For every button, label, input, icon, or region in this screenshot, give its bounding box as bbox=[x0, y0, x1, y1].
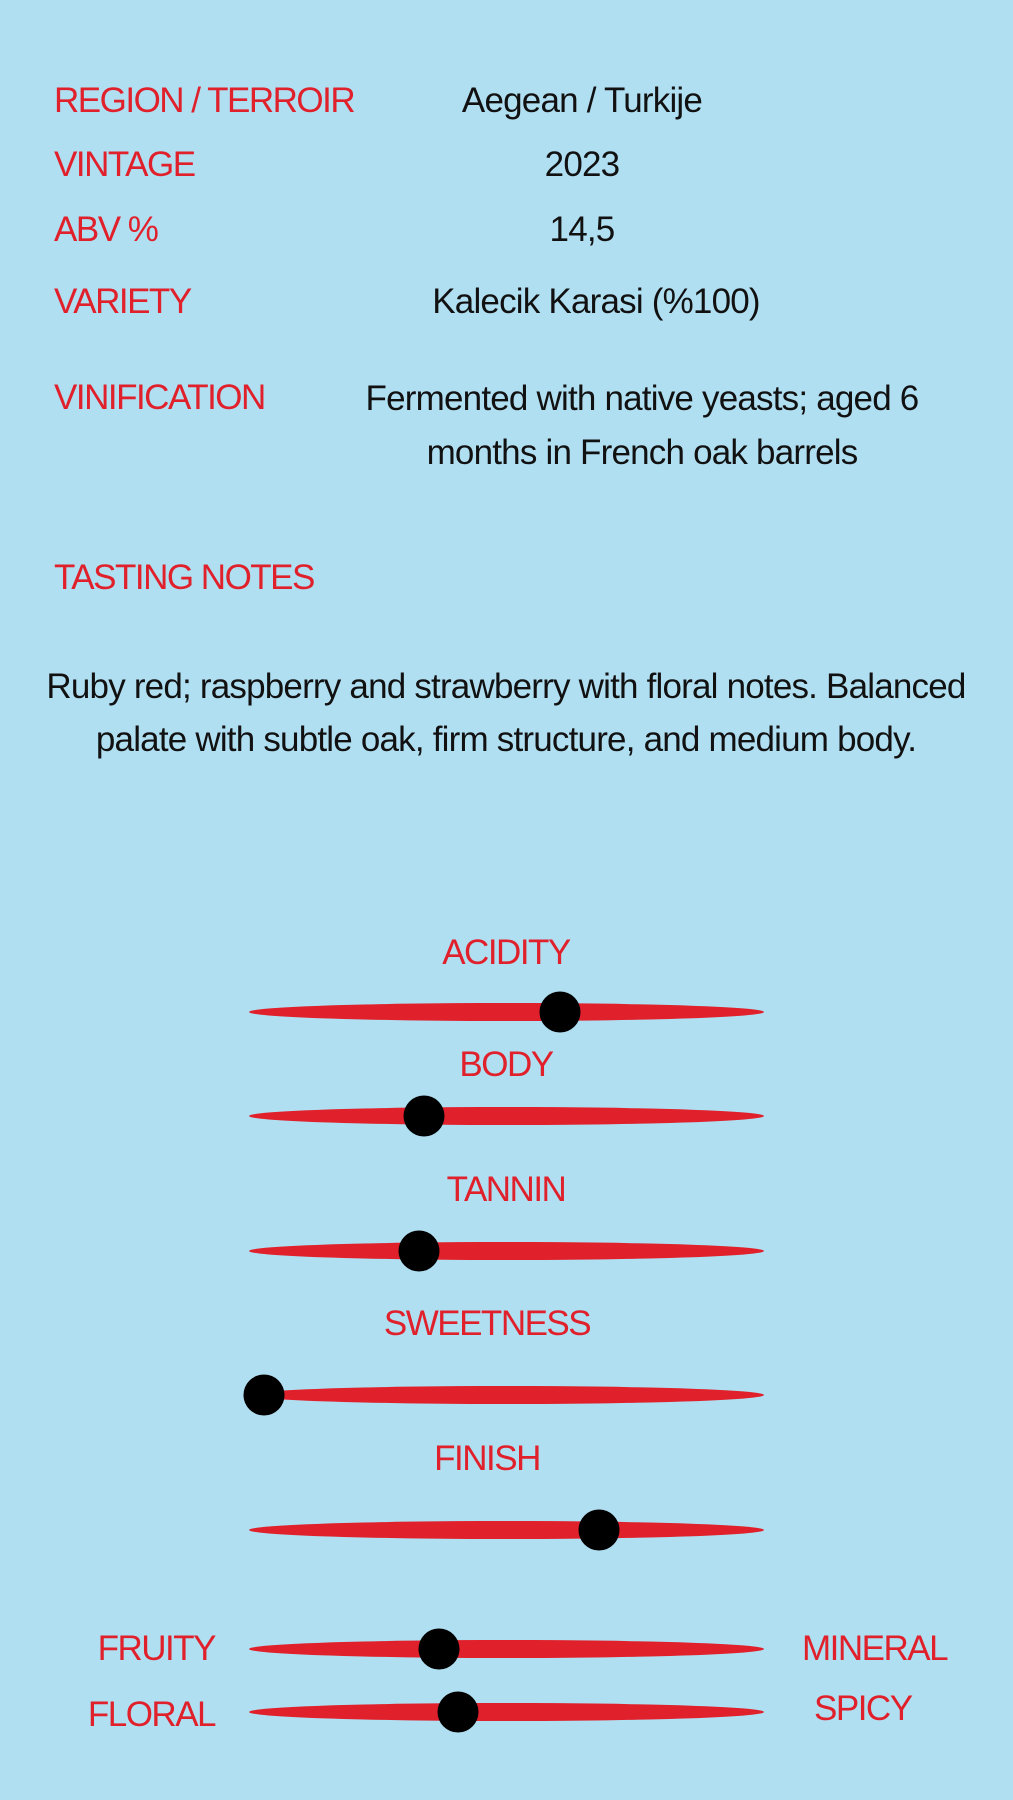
acidity-marker bbox=[539, 991, 581, 1033]
acidity-label: ACIDITY bbox=[442, 933, 571, 972]
tasting-notes-heading: TASTING NOTES bbox=[54, 558, 315, 597]
vinification-label: VINIFICATION bbox=[54, 378, 266, 417]
vinification-value: Fermented with native yeasts; aged 6 mon… bbox=[365, 379, 920, 472]
tannin-marker bbox=[398, 1230, 440, 1272]
variety-value: Kalecik Karasi (%100) bbox=[432, 282, 760, 321]
floral-label: FLORAL bbox=[87, 1695, 217, 1734]
fruity-mineral-scale bbox=[249, 1628, 764, 1670]
tannin-scale bbox=[249, 1230, 764, 1272]
vintage-value: 2023 bbox=[544, 145, 620, 184]
variety-label: VARIETY bbox=[54, 282, 192, 321]
floral-spicy-scale bbox=[249, 1691, 764, 1733]
fruity-mineral-marker bbox=[418, 1628, 460, 1670]
body-label: BODY bbox=[459, 1045, 554, 1084]
tasting-notes-text: Ruby red; raspberry and strawberry with … bbox=[46, 667, 966, 759]
sweetness-marker bbox=[243, 1374, 285, 1416]
sweetness-scale bbox=[243, 1374, 764, 1416]
finish-label: FINISH bbox=[434, 1439, 541, 1478]
region-value: Aegean / Turkije bbox=[461, 81, 703, 120]
body-scale bbox=[249, 1095, 764, 1137]
finish-scale bbox=[249, 1509, 764, 1551]
mineral-label: MINERAL bbox=[802, 1629, 949, 1668]
abv-label: ABV % bbox=[54, 210, 159, 249]
spicy-label: SPICY bbox=[814, 1689, 913, 1728]
acidity-scale bbox=[249, 991, 764, 1033]
sweetness-label: SWEETNESS bbox=[383, 1304, 592, 1343]
body-marker bbox=[403, 1095, 445, 1137]
tannin-label: TANNIN bbox=[446, 1170, 567, 1209]
floral-spicy-marker bbox=[437, 1691, 479, 1733]
finish-marker bbox=[578, 1509, 620, 1551]
abv-value: 14,5 bbox=[549, 210, 616, 249]
region-label: REGION / TERROIR bbox=[54, 81, 356, 120]
fruity-label: FRUITY bbox=[97, 1629, 217, 1668]
vintage-label: VINTAGE bbox=[54, 145, 196, 184]
